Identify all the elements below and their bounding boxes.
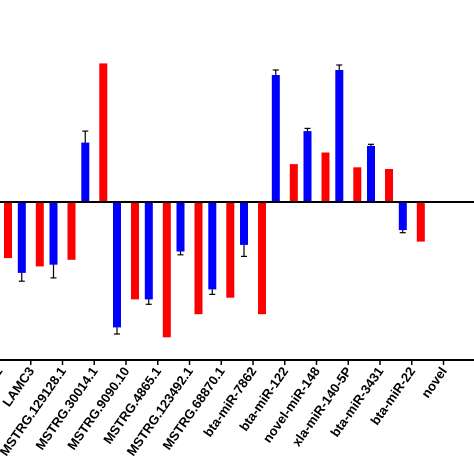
bar-series2-1	[35, 202, 44, 267]
bar-series2-5	[162, 202, 171, 338]
bar-series1-12	[367, 145, 375, 202]
x-tick-label: novel	[418, 364, 450, 400]
error-bar-series1-6	[177, 251, 184, 256]
bar-series2-8	[258, 202, 266, 315]
bar-series2-4	[131, 202, 139, 300]
bars-group	[4, 63, 425, 338]
error-bar-series1-1	[18, 272, 25, 282]
error-bar-series1-13	[399, 230, 406, 234]
bar-series1-2	[49, 202, 58, 265]
error-bar-series1-5	[145, 299, 152, 305]
bar-series2-3	[99, 63, 108, 203]
error-bar-series1-7	[209, 289, 216, 295]
error-bar-series1-10	[304, 127, 311, 132]
bar-series1-8	[240, 202, 248, 245]
bar-series2-12	[385, 169, 393, 202]
error-bar-series1-12	[368, 143, 374, 146]
error-bar-series1-2	[50, 264, 57, 279]
bar-series2-0	[4, 202, 12, 259]
bar-series1-5	[144, 202, 153, 300]
bar-series1-9	[271, 75, 280, 202]
bar-series2-10	[321, 152, 330, 202]
bar-series2-9	[289, 164, 298, 202]
error-bar-series1-8	[241, 244, 247, 257]
bar-series1-13	[398, 202, 407, 231]
error-bar-series1-3	[82, 130, 89, 143]
bar-series1-10	[303, 131, 312, 202]
bar-series2-6	[194, 202, 203, 315]
bar-series1-6	[176, 202, 185, 252]
x-axis-ticks: OCK1LAMC3MSTRG.129128.1MSTRG.30014.1MSTR…	[0, 360, 450, 459]
bar-series2-7	[226, 202, 235, 298]
bar-series1-3	[81, 142, 90, 202]
bar-series2-13	[416, 202, 425, 242]
bar-series2-2	[67, 202, 76, 260]
error-bar-series1-4	[114, 327, 120, 335]
error-bar-series1-11	[336, 64, 343, 70]
bar-series1-7	[208, 202, 217, 290]
bar-series2-11	[353, 167, 362, 202]
bar-series1-1	[17, 202, 26, 273]
error-bar-series1-9	[272, 69, 279, 75]
bar-series1-11	[335, 70, 344, 202]
bar-series1-4	[113, 202, 121, 328]
